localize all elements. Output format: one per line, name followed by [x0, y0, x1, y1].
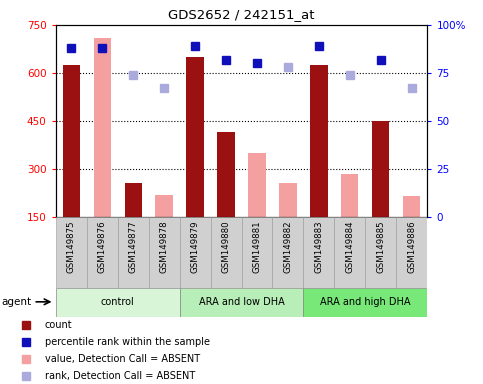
Text: GSM149878: GSM149878 [159, 220, 169, 273]
Text: GSM149886: GSM149886 [408, 220, 416, 273]
Bar [186, 57, 203, 217]
Bar [334, 217, 366, 288]
Text: GSM149885: GSM149885 [376, 220, 385, 273]
Bar [149, 217, 180, 288]
Bar [280, 184, 297, 217]
Bar [56, 217, 86, 288]
Text: GSM149883: GSM149883 [314, 220, 324, 273]
Bar [86, 217, 117, 288]
Bar [403, 196, 421, 217]
Text: rank, Detection Call = ABSENT: rank, Detection Call = ABSENT [45, 371, 195, 381]
Bar [211, 217, 242, 288]
Text: agent: agent [1, 297, 31, 307]
Bar [397, 217, 427, 288]
Text: control: control [100, 297, 134, 308]
Bar [117, 217, 149, 288]
Bar [180, 217, 211, 288]
Title: GDS2652 / 242151_at: GDS2652 / 242151_at [168, 8, 315, 21]
Text: count: count [45, 320, 72, 330]
Bar [272, 217, 303, 288]
Bar [303, 217, 334, 288]
Bar [217, 132, 235, 217]
Bar [303, 288, 427, 317]
Text: GSM149882: GSM149882 [284, 220, 293, 273]
Bar [156, 195, 172, 217]
Text: value, Detection Call = ABSENT: value, Detection Call = ABSENT [45, 354, 200, 364]
Text: GSM149876: GSM149876 [98, 220, 107, 273]
Bar [341, 174, 358, 217]
Text: percentile rank within the sample: percentile rank within the sample [45, 337, 210, 347]
Text: GSM149884: GSM149884 [345, 220, 355, 273]
Text: GSM149881: GSM149881 [253, 220, 261, 273]
Bar [62, 65, 80, 217]
Text: ARA and low DHA: ARA and low DHA [199, 297, 284, 308]
Bar [125, 184, 142, 217]
Text: GSM149880: GSM149880 [222, 220, 230, 273]
Bar [180, 288, 303, 317]
Bar [372, 121, 389, 217]
Bar [56, 288, 180, 317]
Bar [94, 38, 111, 217]
Bar [242, 217, 272, 288]
Text: GSM149875: GSM149875 [67, 220, 75, 273]
Text: GSM149877: GSM149877 [128, 220, 138, 273]
Bar [311, 65, 327, 217]
Text: GSM149879: GSM149879 [190, 220, 199, 273]
Bar [248, 153, 266, 217]
Bar [366, 217, 397, 288]
Text: ARA and high DHA: ARA and high DHA [320, 297, 411, 308]
